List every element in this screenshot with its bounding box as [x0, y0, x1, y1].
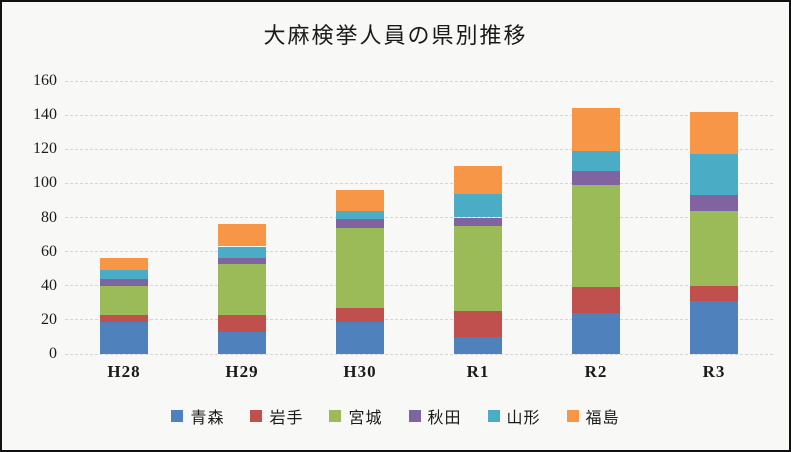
bar-segment-R1-秋田[interactable]	[454, 217, 502, 227]
bar-segment-R2-宮城[interactable]	[572, 185, 620, 288]
legend-swatch-icon	[487, 410, 500, 422]
legend-item-山形[interactable]: 山形	[487, 404, 541, 428]
bar-segment-H30-山形[interactable]	[336, 210, 384, 220]
bar-segment-H28-岩手[interactable]	[100, 314, 148, 322]
x-axis-tick-label-H29: H29	[225, 362, 259, 381]
bar-segment-R1-青森[interactable]	[454, 336, 502, 354]
chart-title: 大麻検挙人員の県別推移	[263, 23, 528, 48]
legend-label: 山形	[506, 410, 541, 427]
y-axis-tick-label: 140	[33, 106, 57, 124]
bar-segment-R1-岩手[interactable]	[454, 311, 502, 337]
bar-segment-R3-宮城[interactable]	[690, 210, 738, 286]
bar-segment-H29-青森[interactable]	[218, 331, 266, 354]
bar-segment-R1-宮城[interactable]	[454, 226, 502, 312]
bar-segment-R3-岩手[interactable]	[690, 285, 738, 302]
bar-segment-H28-青森[interactable]	[100, 321, 148, 354]
x-axis-tick-label-R2: R2	[584, 362, 608, 381]
bar-segment-H30-宮城[interactable]	[336, 227, 384, 308]
gridline-y20	[65, 319, 773, 321]
legend-item-秋田[interactable]: 秋田	[408, 404, 462, 428]
y-axis-tick-label: 100	[33, 174, 57, 192]
gridline-y0	[65, 353, 773, 355]
legend-label: 秋田	[427, 410, 462, 427]
bar-segment-H28-秋田[interactable]	[100, 278, 148, 286]
gridline-y80	[65, 217, 773, 218]
bar-segment-H29-岩手[interactable]	[218, 314, 266, 332]
bar-segment-R1-山形[interactable]	[454, 193, 502, 218]
bar-segment-H29-宮城[interactable]	[218, 263, 266, 315]
legend-label: 青森	[190, 410, 225, 427]
bar-segment-H30-岩手[interactable]	[336, 307, 384, 322]
bar-segment-R3-秋田[interactable]	[690, 195, 738, 211]
legend-label: 宮城	[348, 410, 383, 427]
y-axis-tick-label: 0	[49, 345, 57, 362]
bar-segment-R2-福島[interactable]	[572, 108, 620, 151]
gridline-y160	[65, 80, 773, 82]
bar-stack-H29	[218, 2, 266, 354]
y-axis-tick-label: 120	[33, 140, 57, 158]
bar-segment-H28-宮城[interactable]	[100, 285, 148, 315]
x-axis-tick-label-H30: H30	[343, 362, 377, 381]
bar-segment-R2-青森[interactable]	[572, 313, 620, 354]
bar-stack-H28	[100, 2, 148, 354]
bar-segment-R2-山形[interactable]	[572, 150, 620, 172]
legend-swatch-icon	[250, 410, 263, 422]
bar-stack-H30	[336, 2, 384, 354]
bar-segment-R3-青森[interactable]	[690, 301, 738, 354]
legend-item-岩手[interactable]: 岩手	[250, 404, 303, 428]
bar-segment-H30-福島[interactable]	[336, 190, 384, 211]
legend-label: 福島	[585, 410, 620, 427]
bar-segment-H30-青森[interactable]	[336, 321, 384, 354]
gridline-y120	[65, 148, 773, 150]
x-axis-tick-label-R1: R1	[466, 362, 490, 381]
chart-legend: 青森 岩手 宮城 秋田 山形 福島	[2, 404, 789, 428]
legend-item-福島[interactable]: 福島	[566, 404, 620, 428]
bar-segment-H29-秋田[interactable]	[218, 258, 266, 264]
bar-segment-H30-秋田[interactable]	[336, 219, 384, 228]
gridline-y140	[65, 114, 773, 116]
legend-label: 岩手	[269, 410, 304, 427]
bar-stack-R2	[572, 2, 620, 354]
bar-segment-H28-福島[interactable]	[100, 258, 148, 271]
y-axis-tick-label: 60	[41, 242, 57, 260]
gridline-y100	[65, 182, 773, 184]
y-axis-tick-label: 80	[41, 208, 57, 226]
x-axis-tick-label-H28: H28	[107, 362, 141, 381]
legend-swatch-icon	[329, 410, 342, 422]
y-axis-tick-label: 40	[41, 276, 57, 294]
bar-segment-R3-山形[interactable]	[690, 154, 738, 196]
bar-stack-R1	[454, 2, 502, 354]
legend-swatch-icon	[408, 410, 421, 422]
bar-segment-R2-秋田[interactable]	[572, 171, 620, 186]
legend-swatch-icon	[566, 410, 579, 422]
gridline-y40	[65, 285, 773, 287]
bar-segment-R3-福島[interactable]	[690, 111, 738, 155]
legend-item-青森[interactable]: 青森	[171, 404, 224, 428]
x-axis-tick-label-R3: R3	[702, 362, 726, 381]
bar-segment-H29-山形[interactable]	[218, 246, 266, 259]
bar-segment-H29-福島[interactable]	[218, 224, 266, 247]
bar-segment-R2-岩手[interactable]	[572, 287, 620, 314]
y-axis-tick-label: 160	[33, 72, 57, 89]
bar-segment-R1-福島[interactable]	[454, 166, 502, 194]
y-axis-tick-label: 20	[41, 310, 57, 328]
legend-swatch-icon	[171, 410, 184, 422]
legend-item-宮城[interactable]: 宮城	[329, 404, 382, 428]
bar-segment-H28-山形[interactable]	[100, 270, 148, 279]
bar-stack-R3	[690, 2, 738, 354]
gridline-y60	[65, 251, 773, 253]
